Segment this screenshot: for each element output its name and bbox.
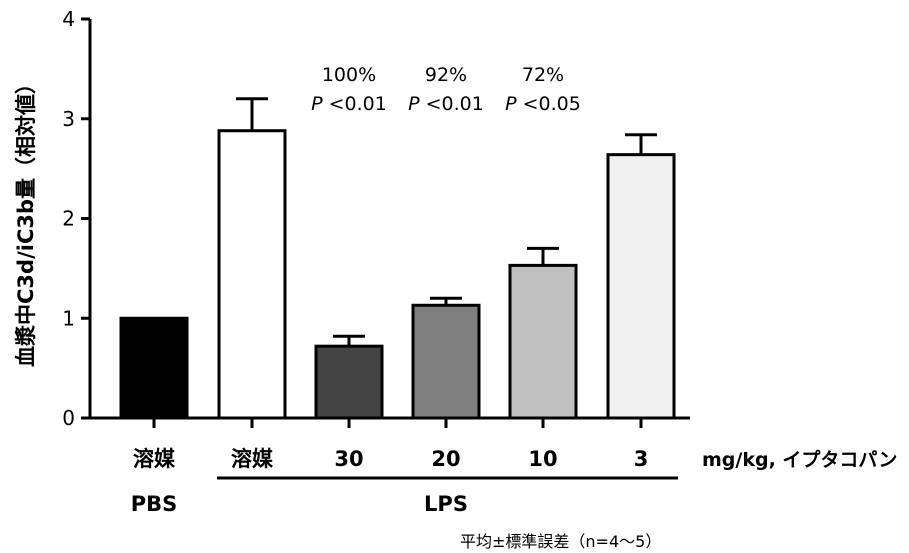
annotation-p-value: P <0.01 bbox=[408, 93, 484, 115]
x-tick-label: 溶媒 bbox=[133, 447, 176, 471]
y-tick-label: 4 bbox=[62, 7, 75, 31]
annotations: 100% P <0.01 92% P <0.01 72% P <0.05 bbox=[311, 64, 581, 115]
y-tick-label: 1 bbox=[62, 306, 75, 330]
annotation-percent: 92% bbox=[425, 64, 467, 86]
annotation-percent: 100% bbox=[322, 64, 376, 86]
x-tick-label: 溶媒 bbox=[231, 447, 274, 471]
y-tick-label: 2 bbox=[62, 207, 75, 231]
y-tick-label: 3 bbox=[62, 107, 75, 131]
bar bbox=[217, 129, 287, 420]
x-tick-label: 30 bbox=[334, 447, 363, 471]
y-axis: 0 1 2 3 4 bbox=[62, 7, 92, 430]
footnote: 平均±標準誤差（n=4〜5） bbox=[460, 532, 661, 551]
annotation-p-value: P <0.05 bbox=[505, 93, 581, 115]
x-tick-label: 3 bbox=[634, 447, 649, 471]
x-tick-label: 10 bbox=[528, 447, 557, 471]
annotation-percent: 72% bbox=[522, 64, 564, 86]
bars bbox=[119, 97, 676, 420]
group-label-pbs: PBS bbox=[131, 492, 178, 516]
group-label-lps: LPS bbox=[424, 492, 468, 516]
annotation-p-value: P <0.01 bbox=[311, 93, 387, 115]
y-axis-label: 血漿中C3d/iC3b量（相対値） bbox=[14, 73, 38, 367]
bar bbox=[411, 303, 481, 420]
bar bbox=[606, 153, 676, 420]
bar bbox=[119, 316, 189, 420]
x-axis: 溶媒 溶媒 30 20 10 3 bbox=[88, 416, 690, 471]
bar bbox=[508, 263, 578, 420]
x-unit-label: mg/kg, イプタコパン bbox=[702, 448, 897, 471]
x-tick-label: 20 bbox=[431, 447, 460, 471]
y-tick-label: 0 bbox=[62, 406, 75, 430]
bar bbox=[314, 344, 384, 420]
